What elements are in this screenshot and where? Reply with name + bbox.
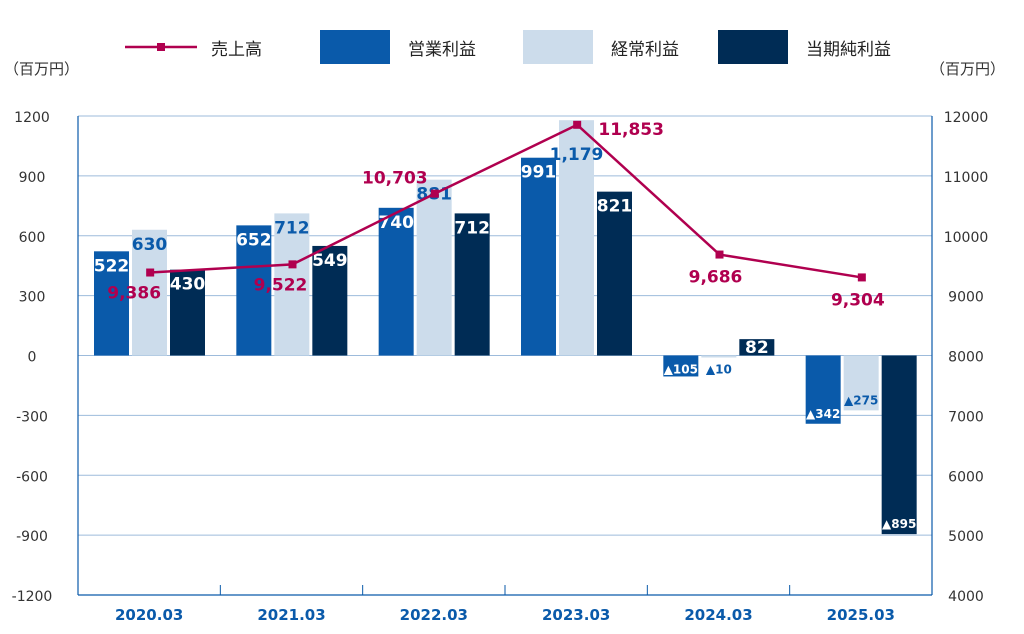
bar-value-label: 1,179: [550, 145, 604, 165]
y-left-tick-label: 300: [19, 290, 46, 306]
bar: [94, 251, 129, 356]
bar-value-label: 430: [170, 275, 206, 295]
legend-item-sales: 売上高: [125, 30, 262, 64]
legend-label-operating: 営業利益: [408, 39, 476, 60]
y-left-tick-label: -300: [16, 409, 48, 425]
bar-value-label: ▲275: [844, 393, 878, 407]
legend-item-ordinary-profit: 経常利益: [523, 30, 679, 64]
bar: [843, 355, 879, 411]
bar: [739, 339, 775, 356]
bar: [416, 179, 452, 356]
y-right-tick-label: 10000: [944, 230, 989, 246]
bar-value-label: ▲105: [664, 363, 698, 377]
y-left-tick-label: 600: [19, 230, 46, 246]
bar: [559, 120, 594, 356]
sales-point: [146, 268, 155, 277]
sales-value-label: 9,686: [689, 268, 743, 288]
legend-swatch-operating: [320, 30, 390, 64]
sales-value-label: 10,703: [362, 169, 428, 189]
y-right-tick-label: 9000: [948, 290, 984, 306]
y-left-tick-label: 900: [19, 170, 46, 186]
sales-point: [288, 260, 297, 269]
bar-value-label: 712: [454, 218, 490, 238]
bar-value-label: 630: [132, 235, 168, 255]
sales-point: [857, 273, 866, 282]
bar: [312, 245, 348, 356]
y-left-tick-label: 0: [28, 350, 37, 366]
legend-swatch-ordinary: [523, 30, 593, 64]
bar: [881, 355, 917, 535]
bar-value-label: ▲10: [706, 363, 732, 377]
x-tick-label: 2021.03: [257, 606, 325, 624]
y-left-tick-label: -900: [16, 529, 48, 545]
sales-value-label: 11,853: [598, 120, 664, 140]
bar: [274, 213, 310, 356]
legend-label-net: 当期純利益: [806, 39, 891, 60]
bar: [170, 269, 205, 356]
bar: [805, 355, 841, 424]
bar: [663, 355, 699, 377]
sales-point: [573, 120, 582, 129]
bar-value-label: 522: [94, 256, 130, 276]
bar-value-label: 82: [745, 338, 769, 358]
y-left-tick-label: -600: [16, 469, 48, 485]
sales-value-label: 9,386: [107, 284, 161, 304]
y-right-tick-label: 6000: [948, 469, 984, 485]
bar: [378, 207, 414, 356]
bar-value-label: 740: [378, 213, 414, 233]
sales-point: [715, 250, 724, 259]
y-right-tick-label: 8000: [948, 350, 984, 366]
sales-point: [430, 189, 439, 198]
x-tick-label: 2025.03: [827, 606, 895, 624]
y-right-tick-label: 12000: [944, 110, 989, 126]
bar-value-label: ▲895: [882, 517, 916, 531]
y-right-tick-label: 4000: [948, 589, 984, 605]
y-right-tick-label: 11000: [944, 170, 989, 186]
x-tick-label: 2024.03: [684, 606, 752, 624]
x-tick-label: 2022.03: [400, 606, 468, 624]
bar-value-label: 712: [274, 218, 310, 238]
sales-line: [150, 123, 863, 279]
legend-item-operating-profit: 営業利益: [320, 30, 476, 64]
bar: [236, 225, 272, 356]
sales-value-label: 9,522: [254, 275, 308, 295]
y-left-tick-label: -1200: [12, 589, 53, 605]
bar-value-label: 549: [312, 251, 348, 271]
sales-value-label: 9,304: [831, 290, 885, 310]
legend-item-net-profit: 当期純利益: [718, 30, 891, 64]
x-tick-label: 2020.03: [115, 606, 183, 624]
bar-value-label: 991: [521, 163, 557, 183]
bar-value-label: ▲342: [806, 407, 840, 421]
legend-label-ordinary: 経常利益: [611, 39, 679, 60]
bar: [521, 157, 556, 356]
legend-swatch-net: [718, 30, 788, 64]
bar-value-label: 652: [236, 230, 272, 250]
bar: [132, 229, 167, 356]
legend-line-marker: [125, 43, 197, 51]
bar: [454, 213, 490, 356]
right-axis-unit: （百万円）: [930, 60, 1006, 78]
bar: [701, 355, 737, 358]
y-right-tick-label: 7000: [948, 409, 984, 425]
x-tick-label: 2023.03: [542, 606, 610, 624]
y-left-tick-label: 1200: [14, 110, 50, 126]
bar-value-label: 821: [597, 197, 633, 217]
legend-label-sales: 売上高: [211, 39, 262, 60]
left-axis-unit: （百万円）: [4, 60, 80, 78]
y-right-tick-label: 5000: [948, 529, 984, 545]
bar: [597, 191, 632, 356]
